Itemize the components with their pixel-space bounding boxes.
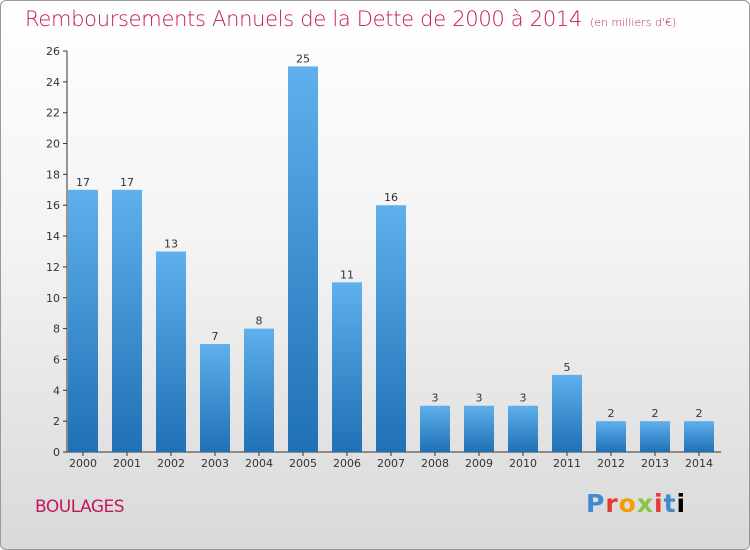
bar-value-label: 8 [256, 315, 263, 328]
bar-value-label: 3 [476, 392, 483, 405]
bar [508, 405, 538, 452]
logo-letter: t [663, 489, 677, 518]
logo-letter: i [654, 489, 664, 518]
bars [68, 66, 714, 453]
x-tick-label: 2009 [465, 457, 493, 470]
x-tick-label: 2000 [69, 457, 97, 470]
bar-value-label: 25 [296, 52, 310, 65]
x-tick-label: 2003 [201, 457, 229, 470]
y-tick-label: 22 [46, 107, 60, 120]
bar-value-label: 2 [652, 407, 659, 420]
y-tick-label: 2 [53, 415, 60, 428]
bar [376, 205, 406, 452]
x-tick-label: 2010 [509, 457, 537, 470]
bar [332, 282, 362, 452]
labels: 1720001720011320027200382004252005112006… [69, 52, 713, 470]
bar [112, 189, 142, 453]
bar [288, 66, 318, 452]
bar-value-label: 3 [432, 392, 439, 405]
bar-value-label: 5 [564, 361, 571, 374]
y-tick-label: 24 [46, 76, 60, 89]
x-tick-label: 2011 [553, 457, 581, 470]
logo-letter: o [618, 489, 637, 518]
logo-letter: P [586, 489, 606, 518]
y-tick-label: 8 [53, 323, 60, 336]
chart-title: Remboursements Annuels de la Dette de 20… [25, 7, 676, 31]
bar-value-label: 3 [520, 392, 527, 405]
bar [156, 251, 186, 452]
bar-value-label: 2 [608, 407, 615, 420]
commune-name: BOULAGES [35, 497, 125, 517]
y-tick-label: 14 [46, 230, 60, 243]
chart-subtitle: (en milliers d'€) [590, 16, 677, 29]
bar [640, 421, 670, 452]
x-tick-label: 2004 [245, 457, 273, 470]
x-tick-label: 2014 [685, 457, 713, 470]
y-tick-label: 26 [46, 45, 60, 58]
bar [200, 344, 230, 452]
bar-value-label: 2 [696, 407, 703, 420]
bar [464, 405, 494, 452]
y-tick-label: 0 [53, 446, 60, 459]
y-tick-label: 18 [46, 168, 60, 181]
bar-value-label: 17 [120, 176, 134, 189]
bar [420, 405, 450, 452]
x-tick-label: 2002 [157, 457, 185, 470]
logo-letter: i [676, 489, 687, 518]
chart-title-text: Remboursements Annuels de la Dette de 20… [25, 7, 582, 31]
x-tick-label: 2006 [333, 457, 361, 470]
x-tick-label: 2008 [421, 457, 449, 470]
x-tick-label: 2001 [113, 457, 141, 470]
proxiti-logo: Proxiti [586, 489, 686, 518]
y-tick-label: 12 [46, 261, 60, 274]
y-tick-label: 16 [46, 199, 60, 212]
logo-letter: x [636, 489, 654, 518]
x-tick-label: 2005 [289, 457, 317, 470]
logo-letter: r [605, 489, 619, 518]
bar-value-label: 11 [340, 268, 354, 281]
bar-value-label: 13 [164, 238, 178, 251]
bar [596, 421, 626, 452]
x-tick-label: 2007 [377, 457, 405, 470]
bar-value-label: 16 [384, 191, 398, 204]
y-tick-label: 4 [53, 384, 60, 397]
bar [552, 374, 582, 452]
bar [244, 328, 274, 452]
y-tick-label: 20 [46, 138, 60, 151]
x-tick-label: 2013 [641, 457, 669, 470]
x-tick-label: 2012 [597, 457, 625, 470]
y-tick-label: 6 [53, 353, 60, 366]
bar [684, 421, 714, 452]
bar-value-label: 17 [76, 176, 90, 189]
y-tick-label: 10 [46, 292, 60, 305]
bar [68, 189, 98, 453]
bar-value-label: 7 [212, 330, 219, 343]
